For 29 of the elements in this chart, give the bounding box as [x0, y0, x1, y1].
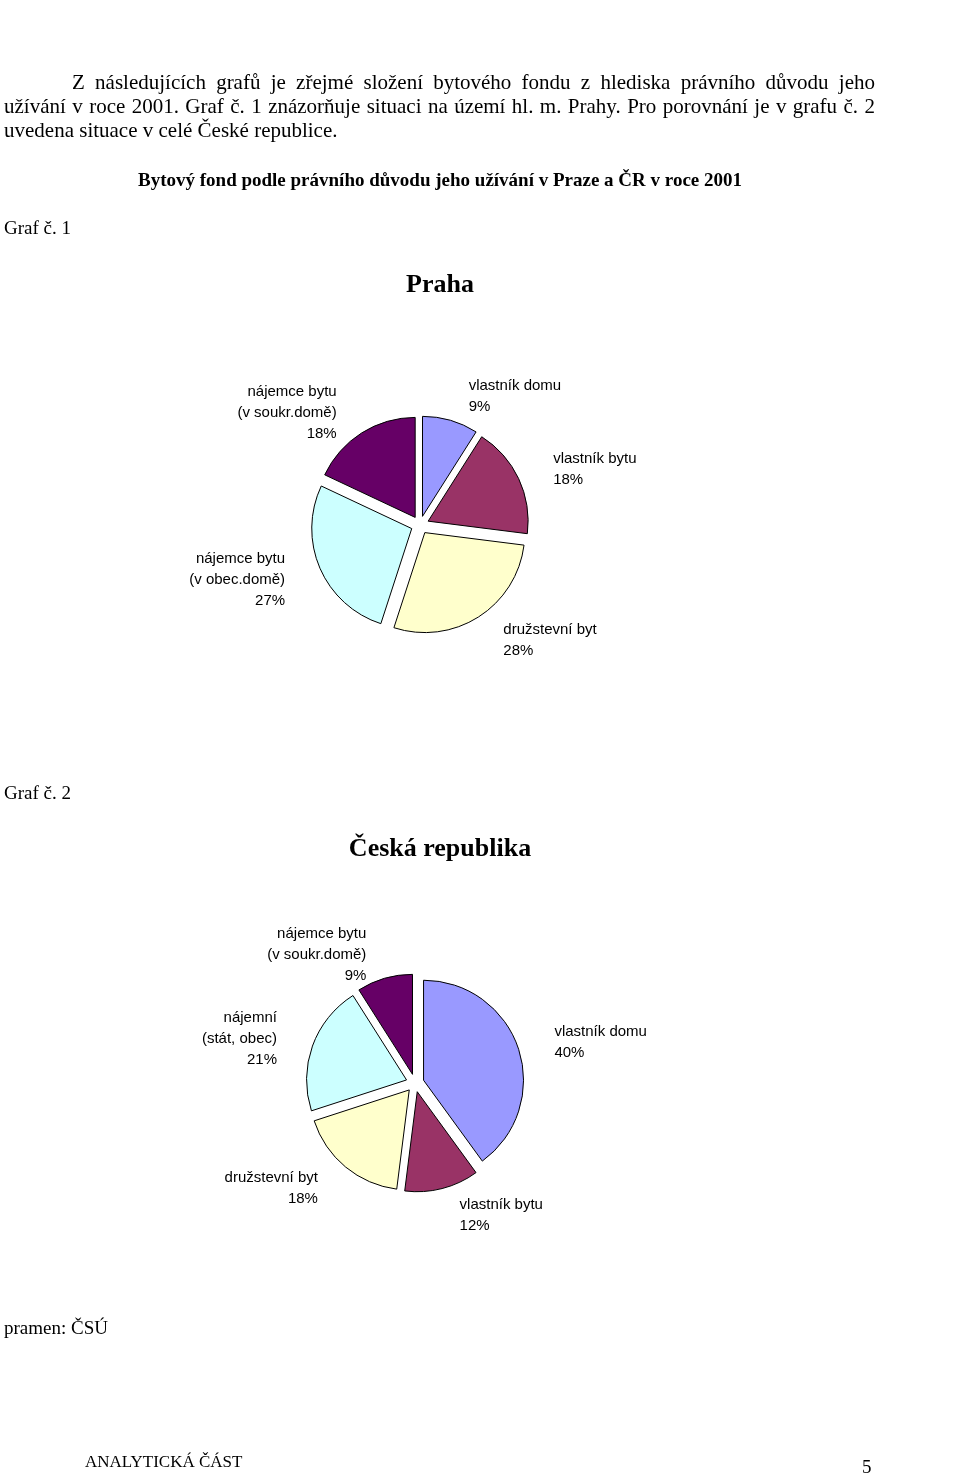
- text: Bytový fond podle právního důvodu jeho užívání v Praze a ČR v roce 2001: [137, 168, 743, 192]
- data-label: 9%: [344, 965, 367, 983]
- slice-label: nájemní (stát, obec): [201, 1007, 278, 1046]
- text: Graf č. 2: [4, 781, 71, 805]
- data-label: 21%: [246, 1049, 277, 1067]
- slice-label: vlastník domu: [554, 1022, 647, 1040]
- slice-label: nájemce bytu (v soukr.domě): [267, 923, 367, 962]
- slice-label: vlastník bytu: [459, 1194, 543, 1212]
- data-label: 12%: [459, 1215, 490, 1233]
- slice-label: družstevní byt: [503, 619, 598, 637]
- data-label: 9%: [468, 397, 491, 415]
- data-label: 27%: [255, 591, 286, 609]
- text: Z následujících grafů je zřejmé složení bytového fondu z hlediska právního důvodu jeho užívání v roce 2001. Graf č. 1 znázorňuje situaci na území hl. m. Prahy. Pro porovnání je v grafu č. 2 uvedena situace v celé České republice.: [4, 70, 875, 142]
- slice-label: vlastník domu: [468, 376, 562, 394]
- text: ANALYTICKÁ ČÁST: [85, 1452, 243, 1472]
- slice-label: nájemce bytu (v obec.domě): [189, 549, 286, 588]
- slice-label: družstevní byt: [224, 1168, 319, 1186]
- text: Graf č. 1: [4, 216, 71, 240]
- data-label: 18%: [287, 1189, 318, 1207]
- text: 5: [862, 1455, 872, 1479]
- slice-label: vlastník bytu: [553, 448, 637, 466]
- data-label: 18%: [306, 423, 337, 441]
- data-label: 18%: [553, 469, 584, 487]
- chart-title: Česká republika: [348, 832, 532, 862]
- slice-label: nájemce bytu (v soukr.domě): [237, 381, 337, 420]
- text: pramen: ČSÚ: [4, 1316, 108, 1340]
- data-label: 28%: [503, 640, 534, 658]
- data-label: 40%: [554, 1043, 585, 1061]
- chart-title: Praha: [406, 268, 474, 298]
